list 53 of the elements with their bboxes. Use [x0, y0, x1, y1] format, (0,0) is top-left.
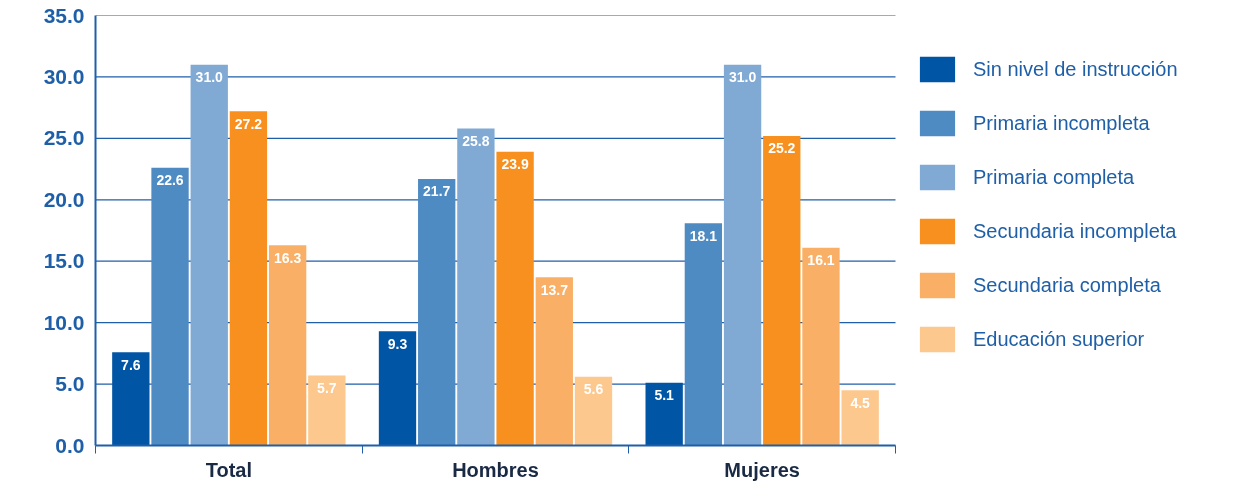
bar	[535, 277, 573, 446]
x-tick-label: Hombres	[452, 458, 539, 481]
data-label: 7.6	[121, 356, 141, 373]
data-label: 4.5	[850, 394, 871, 411]
bar	[684, 223, 723, 446]
legend-label: Primaria incompleta	[973, 111, 1150, 135]
y-tick-label: 20.0	[43, 187, 85, 211]
data-label: 25.8	[462, 132, 490, 149]
bar	[457, 128, 495, 446]
y-tick-label: 35.0	[43, 3, 85, 27]
bar	[841, 390, 879, 446]
data-label: 5.6	[583, 381, 604, 398]
bar	[378, 331, 417, 446]
bar	[802, 247, 840, 446]
data-label: 9.3	[387, 335, 408, 352]
data-label: 22.6	[156, 172, 184, 189]
data-label: 23.9	[501, 156, 529, 173]
data-label: 27.2	[234, 115, 263, 132]
data-label: 31.0	[195, 69, 224, 86]
y-tick-label: 15.0	[43, 249, 85, 273]
x-tick-label: Mujeres	[724, 458, 800, 481]
y-tick-label: 5.0	[55, 372, 85, 396]
y-tick-label: 10.0	[43, 310, 85, 334]
bar	[229, 111, 268, 446]
bar	[723, 64, 762, 446]
data-label: 18.1	[689, 227, 718, 244]
bar	[268, 245, 307, 446]
x-tick-label: Total	[205, 458, 252, 481]
data-label: 13.7	[540, 281, 569, 298]
bar	[112, 352, 150, 446]
legend-label: Educación superior	[973, 327, 1145, 351]
bar	[190, 64, 228, 446]
data-label: 16.3	[274, 249, 302, 266]
data-label: 5.7	[317, 379, 337, 396]
data-label: 5.1	[654, 387, 675, 404]
legend-label: Secundaria completa	[973, 273, 1161, 297]
y-tick-label: 25.0	[43, 126, 85, 150]
bar	[418, 178, 456, 446]
bar	[645, 382, 683, 446]
legend-label: Primaria completa	[973, 165, 1135, 189]
legend-label: Secundaria incompleta	[973, 219, 1177, 243]
bar	[308, 375, 346, 446]
bar	[151, 167, 189, 446]
bar	[496, 151, 534, 446]
legend-label: Sin nivel de instrucción	[973, 57, 1178, 81]
data-label: 16.1	[807, 252, 835, 269]
data-label: 25.2	[768, 140, 796, 157]
y-tick-label: 30.0	[43, 64, 85, 88]
bar	[574, 376, 613, 446]
y-tick-label: 0.0	[55, 433, 85, 457]
data-label: 21.7	[423, 183, 451, 200]
bar	[763, 135, 801, 446]
data-label: 31.0	[728, 69, 757, 86]
